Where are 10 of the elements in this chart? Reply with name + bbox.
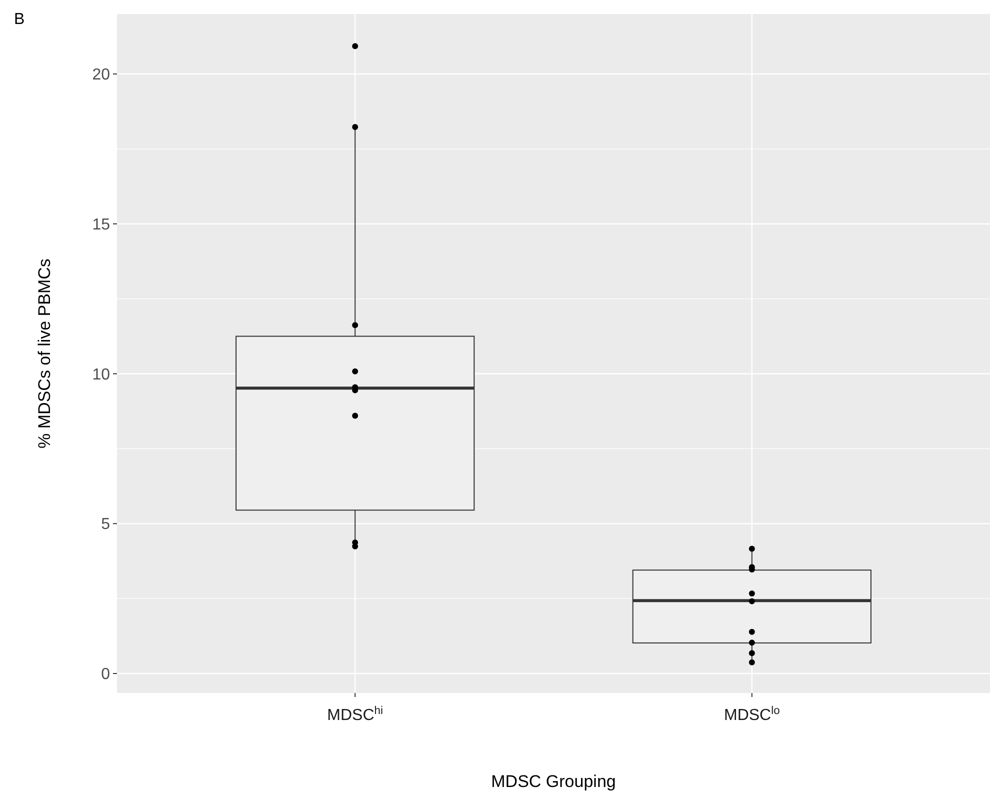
y-tick-label: 10 xyxy=(92,366,110,384)
x-axis-title: MDSC Grouping xyxy=(491,772,616,791)
y-tick-label: 15 xyxy=(92,216,110,234)
x-tick-label: MDSC$^{hi}$ xyxy=(327,705,384,724)
y-tick-label: 0 xyxy=(101,666,110,684)
y-tick-label: 5 xyxy=(101,516,110,534)
x-tick-label: MDSC$^{lo}$ xyxy=(724,705,780,724)
y-tick-label: 20 xyxy=(92,66,110,84)
y-axis-title: % MDSCs of live PBMCs xyxy=(35,258,54,448)
text: B xyxy=(14,11,25,28)
